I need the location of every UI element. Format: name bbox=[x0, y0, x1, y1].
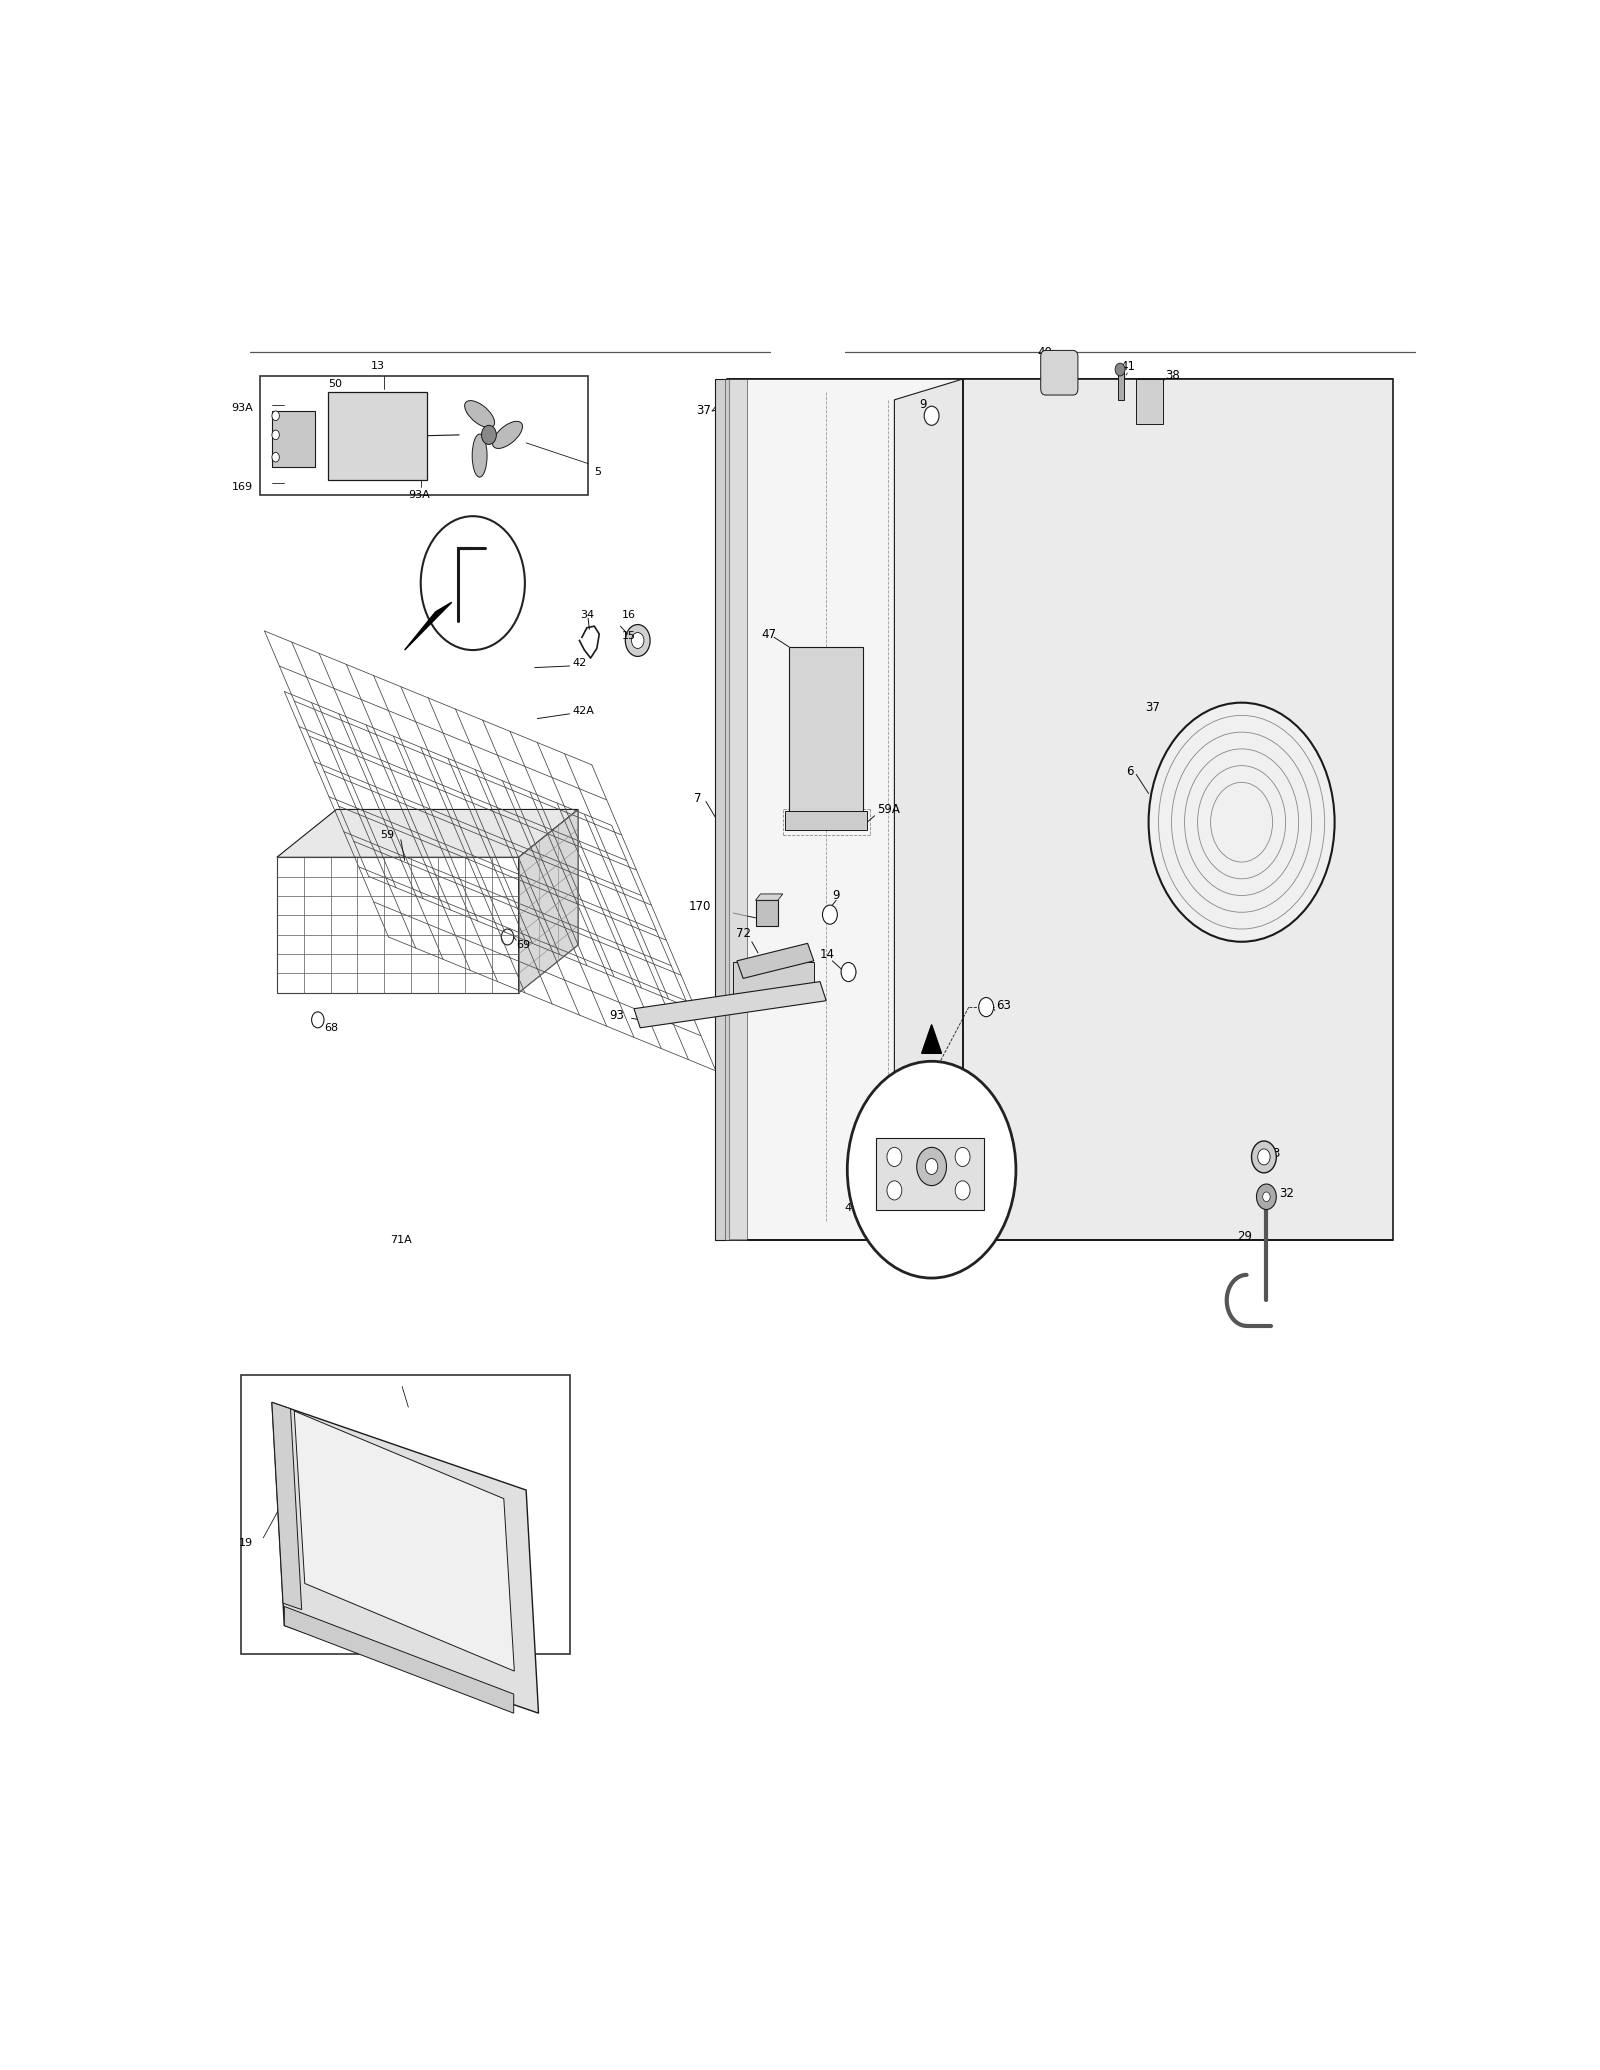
Bar bbox=[725, 379, 747, 1240]
Text: 68: 68 bbox=[323, 1023, 338, 1033]
Text: 9: 9 bbox=[832, 888, 840, 903]
Text: 59A: 59A bbox=[877, 803, 899, 816]
Polygon shape bbox=[894, 379, 963, 1240]
Circle shape bbox=[979, 998, 994, 1016]
Circle shape bbox=[1258, 1149, 1270, 1165]
Ellipse shape bbox=[464, 402, 494, 428]
Circle shape bbox=[886, 1147, 902, 1167]
Text: 93A: 93A bbox=[232, 404, 253, 412]
Circle shape bbox=[886, 1180, 902, 1201]
Text: 42A: 42A bbox=[573, 706, 594, 716]
Text: 32: 32 bbox=[1278, 1186, 1294, 1201]
Polygon shape bbox=[277, 857, 518, 994]
Text: 15: 15 bbox=[621, 631, 635, 642]
Bar bbox=[259, 377, 589, 495]
Circle shape bbox=[1251, 1141, 1277, 1174]
Circle shape bbox=[501, 929, 514, 944]
Polygon shape bbox=[738, 944, 814, 979]
Text: 7: 7 bbox=[693, 793, 701, 805]
Circle shape bbox=[272, 412, 280, 420]
Polygon shape bbox=[294, 1412, 514, 1670]
Polygon shape bbox=[755, 894, 782, 900]
Polygon shape bbox=[405, 602, 451, 650]
Polygon shape bbox=[285, 1606, 514, 1714]
Polygon shape bbox=[277, 809, 578, 857]
Text: 16: 16 bbox=[621, 611, 635, 621]
Circle shape bbox=[955, 1147, 970, 1167]
Bar bbox=[1136, 379, 1163, 424]
Polygon shape bbox=[272, 1401, 302, 1610]
FancyBboxPatch shape bbox=[1040, 350, 1078, 395]
Text: 26: 26 bbox=[854, 1141, 869, 1151]
Text: 93A: 93A bbox=[408, 491, 430, 501]
Text: 50: 50 bbox=[328, 379, 342, 389]
Circle shape bbox=[1256, 1184, 1277, 1209]
Circle shape bbox=[272, 431, 280, 439]
Text: 5: 5 bbox=[594, 466, 602, 476]
Text: 169: 169 bbox=[232, 482, 253, 493]
Bar bbox=[733, 963, 814, 998]
Text: 40: 40 bbox=[1037, 346, 1051, 358]
Text: 59: 59 bbox=[379, 830, 394, 840]
Text: 9: 9 bbox=[918, 397, 926, 412]
Text: 13: 13 bbox=[371, 362, 386, 371]
Circle shape bbox=[632, 633, 643, 648]
Ellipse shape bbox=[472, 435, 486, 476]
Circle shape bbox=[955, 1180, 970, 1201]
Text: 41: 41 bbox=[1120, 360, 1134, 373]
Text: 28: 28 bbox=[954, 1192, 968, 1203]
Polygon shape bbox=[875, 1138, 984, 1209]
Text: 37: 37 bbox=[696, 404, 710, 418]
Bar bbox=[755, 900, 778, 925]
Polygon shape bbox=[1053, 352, 1072, 383]
Polygon shape bbox=[634, 981, 826, 1029]
Text: 63: 63 bbox=[997, 1000, 1011, 1012]
Bar bbox=[242, 1374, 570, 1654]
Polygon shape bbox=[518, 809, 578, 994]
Text: 69: 69 bbox=[517, 940, 530, 950]
Text: 6: 6 bbox=[1126, 764, 1134, 778]
Circle shape bbox=[312, 1012, 323, 1029]
Circle shape bbox=[482, 424, 496, 445]
Polygon shape bbox=[272, 1401, 539, 1714]
Text: 71A: 71A bbox=[390, 1236, 411, 1244]
Text: 42: 42 bbox=[573, 658, 586, 669]
Text: 37: 37 bbox=[1146, 702, 1160, 714]
Circle shape bbox=[1262, 1192, 1270, 1201]
Circle shape bbox=[917, 1147, 947, 1186]
Circle shape bbox=[925, 1159, 938, 1174]
Text: 29: 29 bbox=[1237, 1230, 1251, 1244]
Bar bbox=[789, 648, 864, 822]
Circle shape bbox=[1149, 702, 1334, 942]
Text: 47: 47 bbox=[762, 627, 776, 640]
Bar bbox=[272, 412, 315, 466]
Text: 93: 93 bbox=[610, 1008, 624, 1023]
Circle shape bbox=[272, 453, 280, 462]
Text: 41: 41 bbox=[845, 1203, 859, 1213]
Text: 72: 72 bbox=[736, 927, 750, 940]
Bar bbox=[786, 811, 867, 830]
Bar bbox=[1117, 368, 1123, 400]
Text: 42C: 42C bbox=[478, 530, 501, 540]
Circle shape bbox=[626, 625, 650, 656]
Text: 3: 3 bbox=[1272, 1147, 1280, 1161]
Bar bbox=[328, 391, 427, 480]
Circle shape bbox=[421, 515, 525, 650]
Circle shape bbox=[1115, 362, 1125, 377]
Bar bbox=[715, 379, 730, 1240]
Circle shape bbox=[842, 963, 856, 981]
Circle shape bbox=[848, 1062, 1016, 1277]
Polygon shape bbox=[922, 1025, 941, 1054]
Text: 170: 170 bbox=[688, 900, 710, 913]
Text: 14: 14 bbox=[819, 948, 835, 960]
Text: 19: 19 bbox=[238, 1538, 253, 1548]
Text: 25: 25 bbox=[358, 1642, 373, 1652]
Polygon shape bbox=[726, 379, 963, 1240]
Ellipse shape bbox=[493, 422, 523, 449]
Text: 38: 38 bbox=[1165, 368, 1179, 383]
Circle shape bbox=[925, 406, 939, 424]
Circle shape bbox=[822, 905, 837, 923]
Polygon shape bbox=[963, 379, 1394, 1240]
Text: 34: 34 bbox=[581, 611, 595, 621]
